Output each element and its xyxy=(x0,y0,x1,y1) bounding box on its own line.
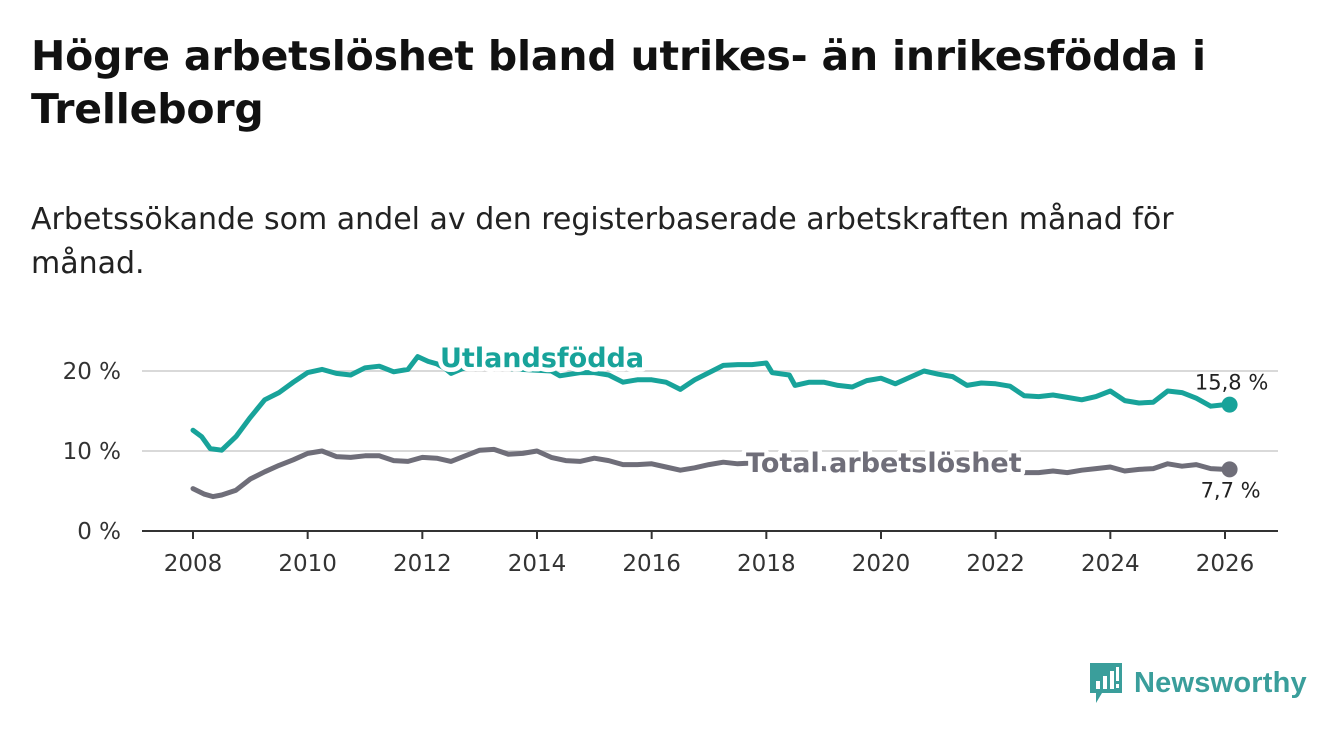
x-tick-label: 2016 xyxy=(622,551,681,577)
series-label-total-arbetsloshet: Total arbetslöshet xyxy=(746,448,1022,479)
end-value-label-total-arbetsloshet: 7,7 % xyxy=(1201,478,1261,502)
brand-name: Newsworthy xyxy=(1134,666,1307,699)
bar-chart-flag-icon xyxy=(1090,663,1122,703)
series-label-utlandsfodda: Utlandsfödda xyxy=(440,343,644,374)
newsworthy-brand: Newsworthy xyxy=(1088,660,1307,706)
series-endpoint-total-arbetsloshet xyxy=(1221,461,1238,478)
grid-lines xyxy=(142,370,1278,452)
series-labels: Utlandsfödda Total arbetslöshet 15,8 % 7,7 … xyxy=(436,339,1269,503)
series-line-utlandsfodda xyxy=(190,354,1233,453)
y-tick-label: 10 % xyxy=(63,439,121,465)
page-title: Högre arbetslöshet bland utrikes- än inr… xyxy=(31,32,1206,133)
x-tick-label: 2008 xyxy=(164,551,223,577)
y-tick-label: 0 % xyxy=(77,519,121,545)
series-line-total-arbetsloshet xyxy=(190,446,1233,500)
x-tick-label: 2018 xyxy=(737,551,796,577)
y-tick-label: 20 % xyxy=(63,359,121,385)
x-tick-label: 2014 xyxy=(508,551,567,577)
x-tick-label: 2010 xyxy=(278,551,337,577)
x-tick-label: 2026 xyxy=(1196,551,1255,577)
end-value-label-utlandsfodda: 15,8 % xyxy=(1195,371,1268,395)
tick-labels: 0 % 10 % 20 % 2008 2010 2012 2014 2016 2018 2020 2… xyxy=(63,359,1255,577)
page-subtitle: Arbetssökande som andel av den registerb… xyxy=(31,202,1174,281)
series-lines xyxy=(190,354,1238,500)
x-tick-label: 2020 xyxy=(852,551,911,577)
x-tick-label: 2012 xyxy=(393,551,452,577)
x-tick-label: 2024 xyxy=(1081,551,1140,577)
x-tick-label: 2022 xyxy=(966,551,1025,577)
series-endpoint-utlandsfodda xyxy=(1221,396,1238,413)
